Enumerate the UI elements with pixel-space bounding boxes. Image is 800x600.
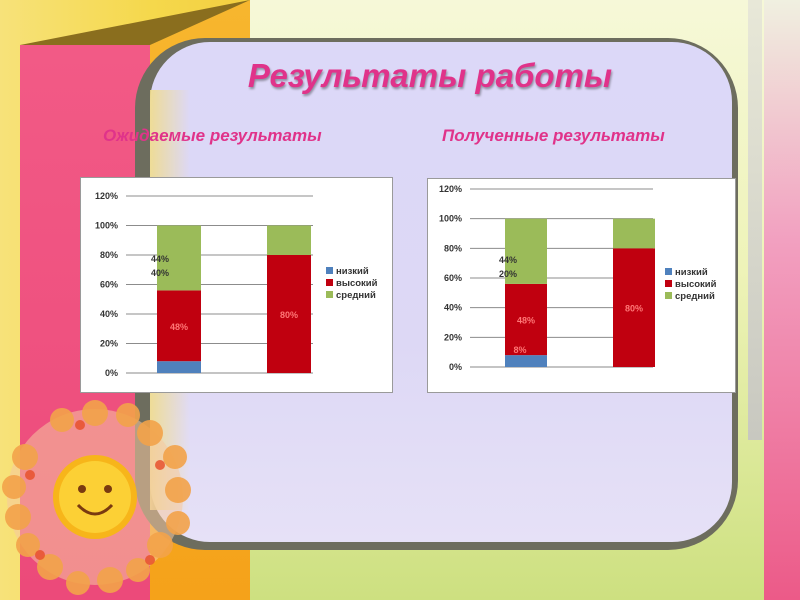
bar-segment-средний xyxy=(157,225,201,291)
slide-title: Результаты работы xyxy=(247,57,613,94)
legend-swatch-низкий xyxy=(326,267,333,274)
chart-expected-svg: 0% 20% 40% 60% 80% 100% 120% 44% 40% 48% 80% низкий… xyxy=(95,191,378,378)
bar-segment-средний xyxy=(267,225,311,255)
decor-right-pink xyxy=(764,0,800,600)
legend-swatch-высокий xyxy=(665,280,672,287)
legend-swatch-высокий xyxy=(326,279,333,286)
subtitle-obtained: Полученные результаты xyxy=(442,126,665,145)
legend-swatch-низкий xyxy=(665,268,672,275)
data-label: 20% xyxy=(499,269,517,279)
y-tick-label: 100% xyxy=(439,214,462,224)
y-tick-label: 0% xyxy=(105,368,118,378)
bar-segment-низкий xyxy=(505,355,547,367)
bar-segment-средний xyxy=(613,218,655,249)
y-tick-label: 80% xyxy=(100,250,118,260)
y-tick-label: 20% xyxy=(100,339,118,349)
data-label: 48% xyxy=(170,322,188,332)
legend-label: низкий xyxy=(336,266,369,277)
data-label: 80% xyxy=(280,310,298,320)
chart-obtained: 0% 20% 40% 60% 80% 100% 120% 44% 20% 48% 8% 80% низк… xyxy=(427,178,736,393)
data-label: 44% xyxy=(499,255,517,265)
bar-segment-средний xyxy=(505,218,547,284)
y-tick-label: 60% xyxy=(444,273,462,283)
decor-right-gray xyxy=(748,0,762,440)
y-tick-label: 120% xyxy=(439,184,462,194)
chart-expected: 0% 20% 40% 60% 80% 100% 120% 44% 40% 48% 80% низкий… xyxy=(80,177,393,393)
sun-children-illustration xyxy=(2,400,191,595)
y-tick-label: 80% xyxy=(444,243,462,253)
y-tick-label: 40% xyxy=(444,303,462,313)
chart-obtained-svg: 0% 20% 40% 60% 80% 100% 120% 44% 20% 48% 8% 80% низк… xyxy=(439,184,717,372)
data-label: 80% xyxy=(625,304,643,314)
bar-segment-высокий xyxy=(157,290,201,362)
legend-swatch-средний xyxy=(665,292,672,299)
data-label: 48% xyxy=(517,316,535,326)
y-tick-label: 100% xyxy=(95,221,118,231)
legend-label: низкий xyxy=(675,267,708,278)
data-label: 40% xyxy=(151,268,169,278)
legend-label: средний xyxy=(675,291,715,302)
data-label: 8% xyxy=(513,345,526,355)
bar-segment-высокий xyxy=(613,248,655,367)
subtitle-expected: Ожидаемые результаты xyxy=(103,126,322,145)
y-tick-label: 0% xyxy=(449,362,462,372)
y-tick-label: 40% xyxy=(100,309,118,319)
y-tick-label: 20% xyxy=(444,332,462,342)
legend-label: высокий xyxy=(675,279,717,290)
bar-segment-высокий xyxy=(267,255,311,373)
legend-label: средний xyxy=(336,290,376,301)
y-tick-label: 120% xyxy=(95,191,118,201)
legend-swatch-средний xyxy=(326,291,333,298)
data-label: 44% xyxy=(151,254,169,264)
y-tick-label: 60% xyxy=(100,280,118,290)
legend-label: высокий xyxy=(336,278,378,289)
bar-segment-высокий xyxy=(505,283,547,356)
bar-segment-низкий xyxy=(157,361,201,373)
